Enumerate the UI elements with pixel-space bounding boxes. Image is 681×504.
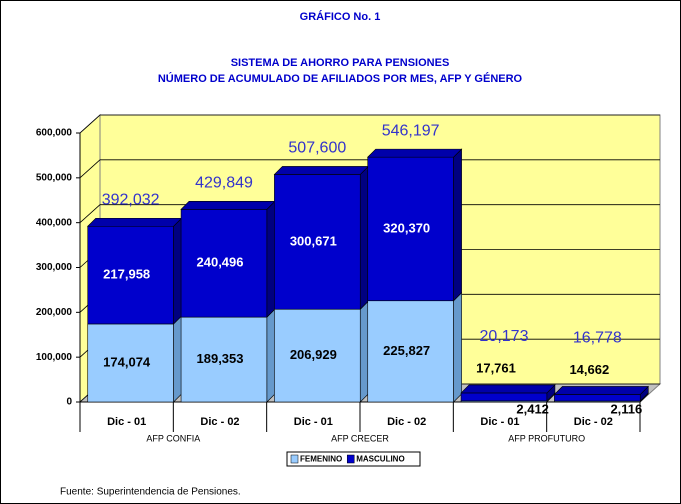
data-label: 300,671: [290, 233, 337, 248]
bar-segment: [554, 394, 641, 402]
group-label: AFP CRECER: [331, 433, 389, 443]
group-label: AFP CONFIA: [146, 433, 200, 443]
bar-side: [173, 217, 182, 325]
x-tick-label: Dic - 01: [107, 416, 146, 428]
bar-top: [553, 386, 649, 395]
source: Fuente: Superintendencia de Pensiones.: [60, 487, 241, 498]
bar-top: [460, 384, 556, 394]
total-label: 546,197: [382, 122, 440, 139]
subtitle: SISTEMA DE AHORRO PARA PENSIONES: [231, 57, 450, 69]
total-label: 20,173: [480, 328, 529, 345]
data-label: 2,116: [610, 401, 642, 416]
bar-segment: [367, 300, 454, 403]
bar-top: [87, 217, 183, 227]
bar-side: [359, 165, 369, 310]
data-label: 225,827: [383, 343, 430, 358]
x-tick-label: Dic - 02: [574, 416, 613, 428]
bar-side: [173, 315, 182, 403]
bar-segment: [367, 156, 454, 302]
y-tick-label: 400,000: [36, 217, 73, 228]
x-tick-label: Dic - 01: [480, 416, 519, 428]
total-label: 429,849: [195, 175, 253, 192]
y-tick-label: 0: [66, 397, 72, 408]
total-label: 392,032: [102, 191, 160, 208]
y-tick-label: 500,000: [36, 172, 73, 183]
data-label: 206,929: [290, 347, 337, 362]
subtitle: NÚMERO DE ACUMULADO DE AFILIADOS POR MES…: [158, 72, 523, 85]
data-label: 189,353: [197, 351, 244, 366]
bar-segment: [274, 174, 361, 310]
data-label: 174,074: [103, 354, 151, 369]
legend-swatch: [346, 454, 355, 464]
x-tick-label: Dic - 01: [294, 416, 333, 428]
bar-side: [453, 148, 462, 302]
legend-swatch: [290, 454, 299, 464]
bar-side: [266, 308, 276, 403]
x-tick-label: Dic - 02: [387, 416, 426, 428]
chart-title: GRÁFICO No. 1: [300, 10, 381, 23]
x-tick-label: Dic - 02: [200, 416, 239, 428]
legend-label: MASCULINO: [356, 455, 404, 464]
total-label: 507,600: [288, 140, 346, 157]
data-label: 240,496: [197, 255, 244, 270]
grid-line: [79, 204, 660, 223]
bar-segment: [87, 225, 174, 325]
y-tick-label: 200,000: [36, 307, 73, 318]
data-label: 217,958: [103, 267, 150, 282]
y-tick-label: 600,000: [36, 128, 73, 139]
group-label: AFP PROFUTURO: [508, 433, 585, 443]
bar-segment: [274, 308, 361, 403]
total-label: 16,778: [573, 330, 622, 347]
y-tick-label: 300,000: [36, 262, 73, 273]
bar-top: [273, 166, 369, 175]
bar-top: [367, 148, 463, 158]
legend-label: FEMENINO: [300, 455, 342, 464]
data-label: 17,761: [476, 360, 516, 375]
bar-top: [180, 200, 276, 210]
bar-side: [266, 200, 276, 318]
data-label: 2,412: [516, 401, 549, 416]
grid-line: [79, 114, 660, 134]
y-tick-label: 100,000: [36, 352, 73, 363]
bar-segment: [460, 392, 548, 402]
bar-segment: [87, 323, 174, 403]
bar-side: [359, 300, 369, 403]
grid-line: [79, 159, 660, 179]
bar-side: [453, 292, 462, 403]
data-label: 320,370: [383, 220, 430, 235]
bar-segment: [180, 316, 268, 403]
data-label: 14,662: [569, 362, 609, 377]
